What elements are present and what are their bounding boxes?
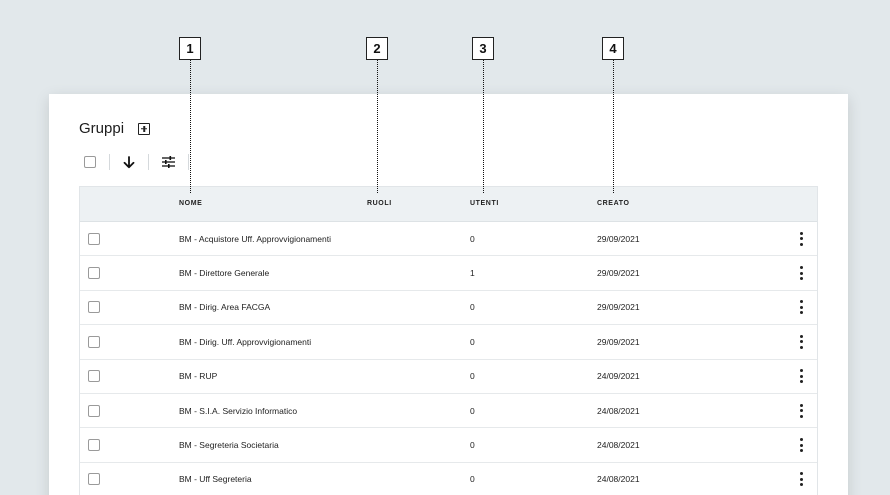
- table-row[interactable]: BM - Segreteria Societaria 0 24/08/2021: [80, 428, 817, 463]
- tune-sliders-icon[interactable]: [162, 156, 175, 168]
- cell-nome: BM - Direttore Generale: [179, 268, 270, 279]
- cell-creato: 24/08/2021: [597, 405, 640, 416]
- cell-creato: 29/09/2021: [597, 268, 640, 279]
- row-checkbox[interactable]: [88, 439, 100, 452]
- add-box-icon[interactable]: [138, 122, 151, 135]
- callout-4: 4: [602, 37, 624, 60]
- table-row[interactable]: BM - Uff Segreteria 0 24/08/2021: [80, 462, 817, 495]
- cell-utenti: 0: [470, 233, 475, 244]
- table-row[interactable]: BM - Acquistore Uff. Approvvigionamenti 0…: [80, 222, 817, 257]
- cell-utenti: 0: [470, 405, 475, 416]
- cell-utenti: 0: [470, 474, 475, 485]
- cell-nome: BM - RUP: [179, 371, 218, 382]
- column-header-nome[interactable]: NOME: [179, 200, 203, 207]
- row-checkbox[interactable]: [88, 370, 100, 383]
- column-header-ruoli[interactable]: RUOLI: [367, 200, 392, 207]
- more-vertical-icon[interactable]: [797, 300, 807, 315]
- more-vertical-icon[interactable]: [797, 231, 807, 246]
- row-checkbox[interactable]: [88, 335, 100, 348]
- cell-creato: 29/09/2021: [597, 336, 640, 347]
- cell-utenti: 0: [470, 371, 475, 382]
- cell-utenti: 0: [470, 302, 475, 313]
- more-vertical-icon[interactable]: [797, 472, 807, 487]
- arrow-down-icon[interactable]: [123, 155, 135, 169]
- cell-creato: 24/08/2021: [597, 440, 640, 451]
- row-checkbox[interactable]: [88, 473, 100, 486]
- cell-nome: BM - Segreteria Societaria: [179, 440, 279, 451]
- more-vertical-icon[interactable]: [797, 334, 807, 349]
- callout-2: 2: [366, 37, 388, 60]
- cell-creato: 24/08/2021: [597, 474, 640, 485]
- select-all-checkbox[interactable]: [84, 156, 96, 168]
- row-checkbox[interactable]: [88, 301, 100, 314]
- toolbar-divider: [188, 154, 189, 170]
- more-vertical-icon[interactable]: [797, 369, 807, 384]
- table-row[interactable]: BM - Dirig. Uff. Approvvigionamenti 0 29/0…: [80, 325, 817, 360]
- table-row[interactable]: BM - RUP 0 24/09/2021: [80, 359, 817, 394]
- more-vertical-icon[interactable]: [797, 438, 807, 453]
- table-toolbar: [84, 154, 202, 170]
- page-header: Gruppi: [79, 120, 151, 137]
- cell-creato: 29/09/2021: [597, 233, 640, 244]
- table-row[interactable]: BM - Direttore Generale 1 29/09/2021: [80, 256, 817, 291]
- callout-1-leader: [190, 60, 191, 193]
- cell-utenti: 0: [470, 440, 475, 451]
- cell-utenti: 0: [470, 336, 475, 347]
- toolbar-divider: [148, 154, 149, 170]
- callout-2-leader: [377, 60, 378, 193]
- page-title: Gruppi: [79, 120, 125, 137]
- table-row[interactable]: BM - S.I.A. Servizio Informatico 0 24/08/2…: [80, 393, 817, 429]
- cell-creato: 24/09/2021: [597, 371, 640, 382]
- table-row[interactable]: BM - Dirig. Area FACGA 0 29/09/2021: [80, 290, 817, 326]
- groups-table: NOME RUOLI UTENTI CREATO BM - Acquistore…: [79, 186, 818, 495]
- table-body: BM - Acquistore Uff. Approvvigionamenti 0…: [80, 222, 817, 495]
- callout-1: 1: [179, 37, 201, 60]
- cell-nome: BM - Dirig. Area FACGA: [179, 302, 271, 313]
- callout-4-leader: [613, 60, 614, 193]
- cell-nome: BM - Dirig. Uff. Approvvigionamenti: [179, 336, 312, 347]
- row-checkbox[interactable]: [88, 404, 100, 417]
- table-header: NOME RUOLI UTENTI CREATO: [80, 187, 817, 222]
- column-header-utenti[interactable]: UTENTI: [470, 200, 499, 207]
- cell-nome: BM - Uff Segreteria: [179, 474, 252, 485]
- column-header-creato[interactable]: CREATO: [597, 200, 630, 207]
- callout-3-leader: [483, 60, 484, 193]
- cell-nome: BM - S.I.A. Servizio Informatico: [179, 405, 298, 416]
- more-vertical-icon[interactable]: [797, 266, 807, 281]
- toolbar-divider: [109, 154, 110, 170]
- cell-nome: BM - Acquistore Uff. Approvvigionamenti: [179, 233, 331, 244]
- cell-utenti: 1: [470, 268, 475, 279]
- groups-panel: Gruppi NOME RUOLI UTENTI CREATO: [49, 94, 848, 495]
- callout-3: 3: [472, 37, 494, 60]
- more-vertical-icon[interactable]: [797, 403, 807, 418]
- row-checkbox[interactable]: [88, 232, 100, 245]
- cell-creato: 29/09/2021: [597, 302, 640, 313]
- row-checkbox[interactable]: [88, 267, 100, 280]
